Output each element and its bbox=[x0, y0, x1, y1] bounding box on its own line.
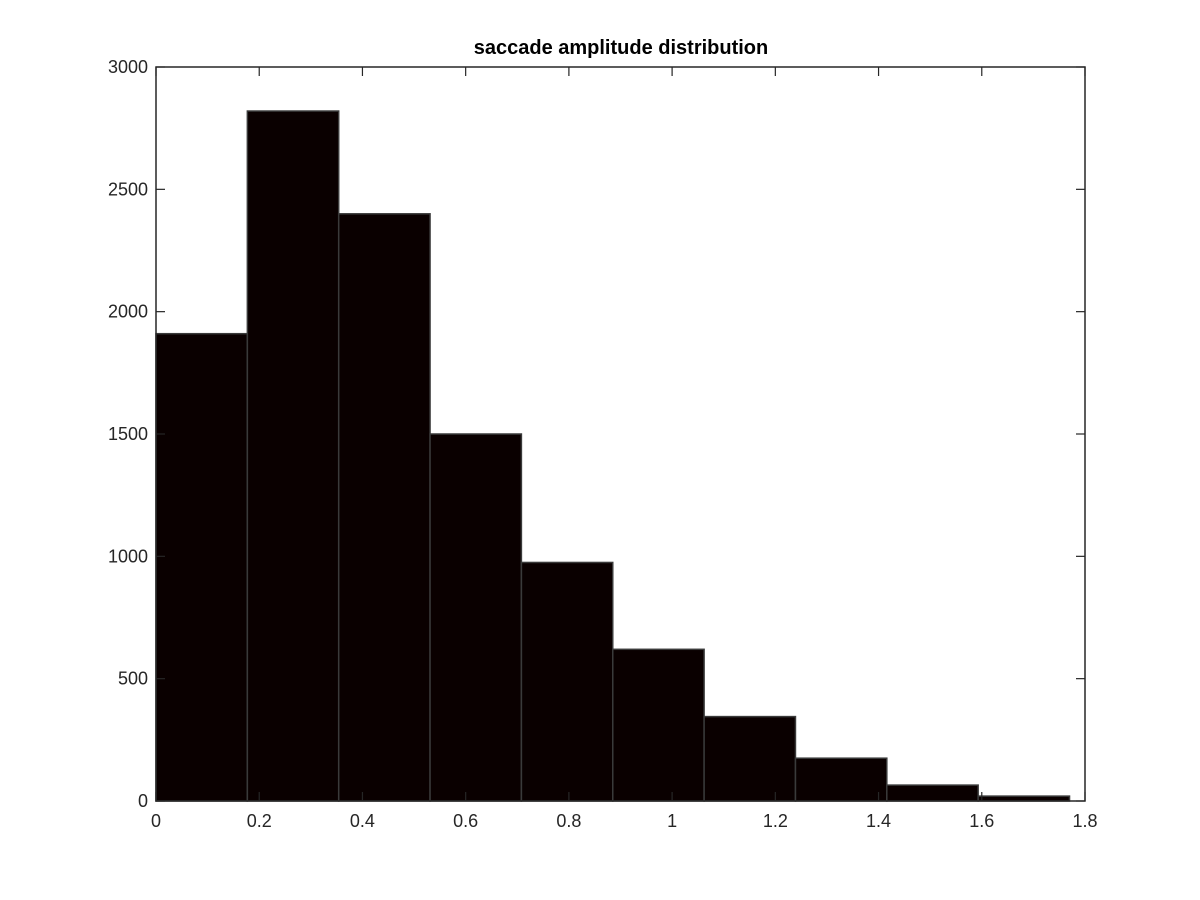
x-tick-label-1: 0.2 bbox=[247, 811, 272, 831]
x-tick-label-2: 0.4 bbox=[350, 811, 375, 831]
y-tick-label-5: 2500 bbox=[108, 179, 148, 199]
histogram-bar-7 bbox=[703, 715, 797, 802]
x-tick-label-5: 1 bbox=[667, 811, 677, 831]
histogram-bar-3 bbox=[337, 213, 431, 802]
y-tick-label-2: 1000 bbox=[108, 546, 148, 566]
y-tick-label-6: 3000 bbox=[108, 57, 148, 77]
y-tick-label-1: 500 bbox=[118, 669, 148, 689]
bars-layer bbox=[155, 110, 1071, 802]
histogram-bar-5 bbox=[520, 561, 614, 802]
chart-title: saccade amplitude distribution bbox=[474, 37, 769, 59]
x-tick-label-3: 0.6 bbox=[453, 811, 478, 831]
histogram-bar-4 bbox=[429, 433, 523, 802]
x-tick-label-6: 1.2 bbox=[763, 811, 788, 831]
x-tick-label-8: 1.6 bbox=[969, 811, 994, 831]
histogram-bar-6 bbox=[612, 648, 705, 802]
y-tick-label-4: 2000 bbox=[108, 302, 148, 322]
x-tick-label-0: 0 bbox=[151, 811, 161, 831]
histogram-bar-8 bbox=[794, 757, 888, 802]
y-tick-label-0: 0 bbox=[138, 791, 148, 811]
axes-box bbox=[155, 66, 1086, 802]
tick-labels-layer: 0 0.2 0.4 0.6 0.8 1 1.2 1.4 1.6 1.8 0 500 1000 1500 20… bbox=[108, 57, 1098, 831]
x-tick-label-4: 0.8 bbox=[556, 811, 581, 831]
histogram-bar-9 bbox=[886, 784, 979, 802]
histogram-bar-1 bbox=[155, 332, 249, 802]
x-tick-label-7: 1.4 bbox=[866, 811, 891, 831]
histogram-bar-2 bbox=[246, 110, 340, 802]
y-tick-label-3: 1500 bbox=[108, 424, 148, 444]
x-tick-label-9: 1.8 bbox=[1072, 811, 1097, 831]
